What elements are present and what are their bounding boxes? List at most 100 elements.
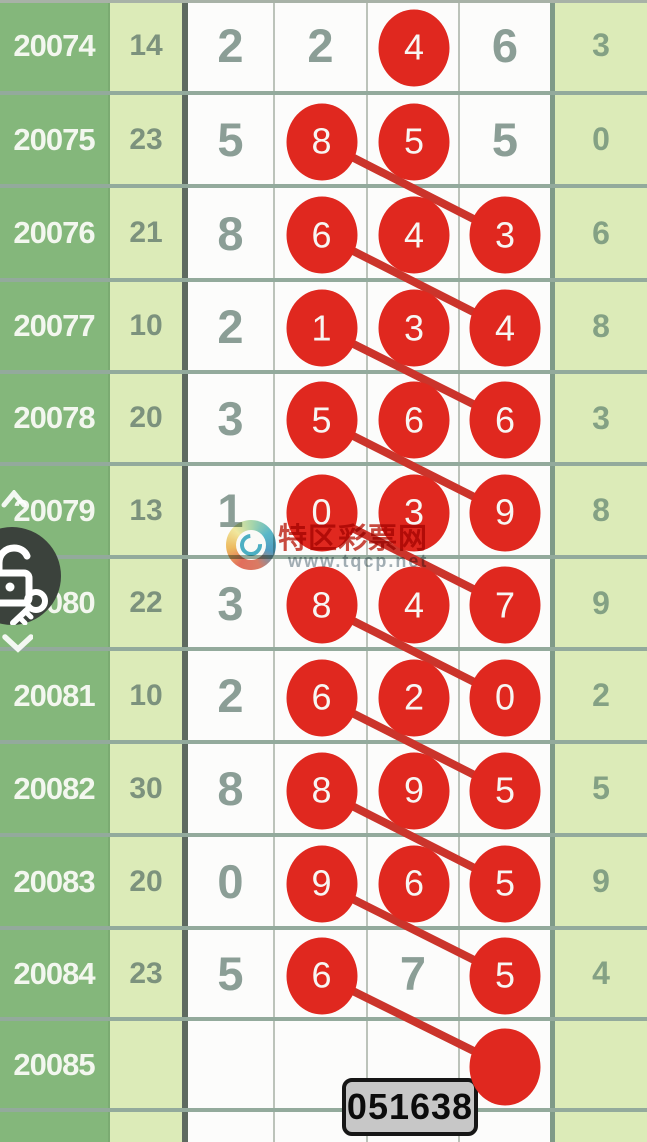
count-cell-value: 23	[129, 956, 163, 990]
count-cell-value: 13	[129, 493, 163, 527]
tail-cell-value: 8	[592, 492, 610, 528]
digit-cell-value: 5	[217, 947, 244, 1000]
digit-cell: 8	[182, 744, 275, 833]
count-cell-value: 14	[129, 28, 163, 62]
lock-widget-button[interactable]	[0, 527, 61, 626]
tail-cell-value: 5	[592, 770, 610, 806]
period-cell: 20075	[0, 95, 108, 184]
digit-cell-value: 2	[217, 299, 244, 353]
digit-cell-value: 8	[217, 762, 244, 815]
table-row: 20074 14 2 2 6 3	[0, 0, 647, 95]
period-cell: 20082	[0, 744, 108, 833]
digit-cell	[368, 837, 460, 926]
count-cell-value: 10	[129, 678, 163, 712]
count-cell: 23	[108, 930, 182, 1017]
count-cell-value: 23	[129, 122, 163, 156]
tail-cell: 3	[550, 0, 647, 91]
tail-cell: 8	[550, 282, 647, 370]
table-row: 20076 21 8 6	[0, 188, 647, 282]
chevron-down-icon[interactable]	[1, 633, 33, 653]
count-cell-value: 10	[129, 309, 163, 342]
period-cell-value: 20085	[13, 1046, 95, 1082]
count-cell: 14	[108, 0, 182, 91]
digit-cell-value: 2	[217, 19, 244, 72]
table-row: 20083 20 0 9	[0, 837, 647, 930]
digit-cell: 8	[182, 188, 275, 278]
period-cell-value: 20074	[13, 27, 95, 63]
period-cell: 20077	[0, 282, 108, 370]
digit-cell: 3	[182, 559, 275, 647]
tail-cell-value: 0	[592, 121, 610, 157]
count-cell-value: 22	[129, 586, 163, 619]
digit-cell-value: 0	[217, 855, 244, 908]
period-cell: 20081	[0, 651, 108, 740]
tail-cell	[550, 1112, 647, 1142]
digit-cell-value: 2	[217, 669, 244, 722]
digit-cell	[460, 559, 550, 647]
digit-cell: 2	[275, 0, 368, 91]
digit-cell	[275, 651, 368, 740]
unlocked-padlock-with-key-icon	[0, 544, 48, 626]
digit-cell-value: 6	[491, 19, 519, 72]
period-cell-value: 20079	[13, 492, 95, 528]
digit-cell-value: 1	[217, 484, 244, 537]
digit-cell	[275, 282, 368, 370]
table-row	[0, 1112, 647, 1142]
tail-cell: 4	[550, 930, 647, 1017]
digit-cell	[368, 466, 460, 555]
tail-cell-value: 2	[592, 677, 610, 713]
table-row: 20080 22 3 9	[0, 559, 647, 651]
count-cell-value: 30	[129, 771, 163, 805]
digit-cell-value: 8	[217, 206, 244, 260]
tail-cell-value: 3	[592, 27, 610, 63]
tail-cell-value: 9	[592, 584, 610, 621]
digit-cell	[460, 651, 550, 740]
count-cell	[108, 1112, 182, 1142]
tail-cell: 3	[550, 374, 647, 462]
digit-cell-value: 2	[307, 19, 334, 72]
count-cell: 30	[108, 744, 182, 833]
tail-cell: 5	[550, 744, 647, 833]
digit-cell	[460, 930, 550, 1017]
digit-cell	[368, 188, 460, 278]
result-code: 051638	[346, 1086, 474, 1127]
digit-cell	[460, 837, 550, 926]
table-row: 20078 20 3 3	[0, 374, 647, 466]
period-cell: 20076	[0, 188, 108, 278]
digit-cell	[275, 930, 368, 1017]
count-cell	[108, 1021, 182, 1108]
table-row: 20084 23 5 7 4	[0, 930, 647, 1021]
tail-cell: 2	[550, 651, 647, 740]
table-row: 20085	[0, 1021, 647, 1112]
digit-cell	[182, 1112, 275, 1142]
digit-cell: 3	[182, 374, 275, 462]
digit-cell	[368, 374, 460, 462]
grid-top-border	[0, 0, 647, 3]
digit-cell: 1	[182, 466, 275, 555]
digit-cell	[368, 651, 460, 740]
period-cell-value: 20075	[13, 121, 95, 157]
digit-cell: 2	[182, 282, 275, 370]
table-row: 20077 10 2 8	[0, 282, 647, 374]
period-cell-value: 20077	[13, 308, 95, 343]
count-cell: 22	[108, 559, 182, 647]
digit-cell	[275, 744, 368, 833]
chevron-up-icon[interactable]	[1, 490, 27, 508]
digit-cell	[460, 374, 550, 462]
table-row: 20081 10 2 2	[0, 651, 647, 744]
digit-cell: 0	[182, 837, 275, 926]
digit-cell	[460, 466, 550, 555]
period-cell: 20083	[0, 837, 108, 926]
period-cell-value: 20082	[13, 770, 95, 806]
table-row: 20075 23 5 5 0	[0, 95, 647, 188]
tail-cell-value: 8	[592, 307, 610, 344]
tail-cell: 9	[550, 559, 647, 647]
digit-cell	[368, 559, 460, 647]
table-row: 20079 13 1 8	[0, 466, 647, 559]
period-cell-value: 20083	[13, 863, 95, 899]
period-cell-value: 20081	[13, 677, 95, 713]
digit-cell	[368, 282, 460, 370]
count-cell-value: 21	[129, 216, 163, 249]
period-cell-value: 20078	[13, 400, 95, 435]
